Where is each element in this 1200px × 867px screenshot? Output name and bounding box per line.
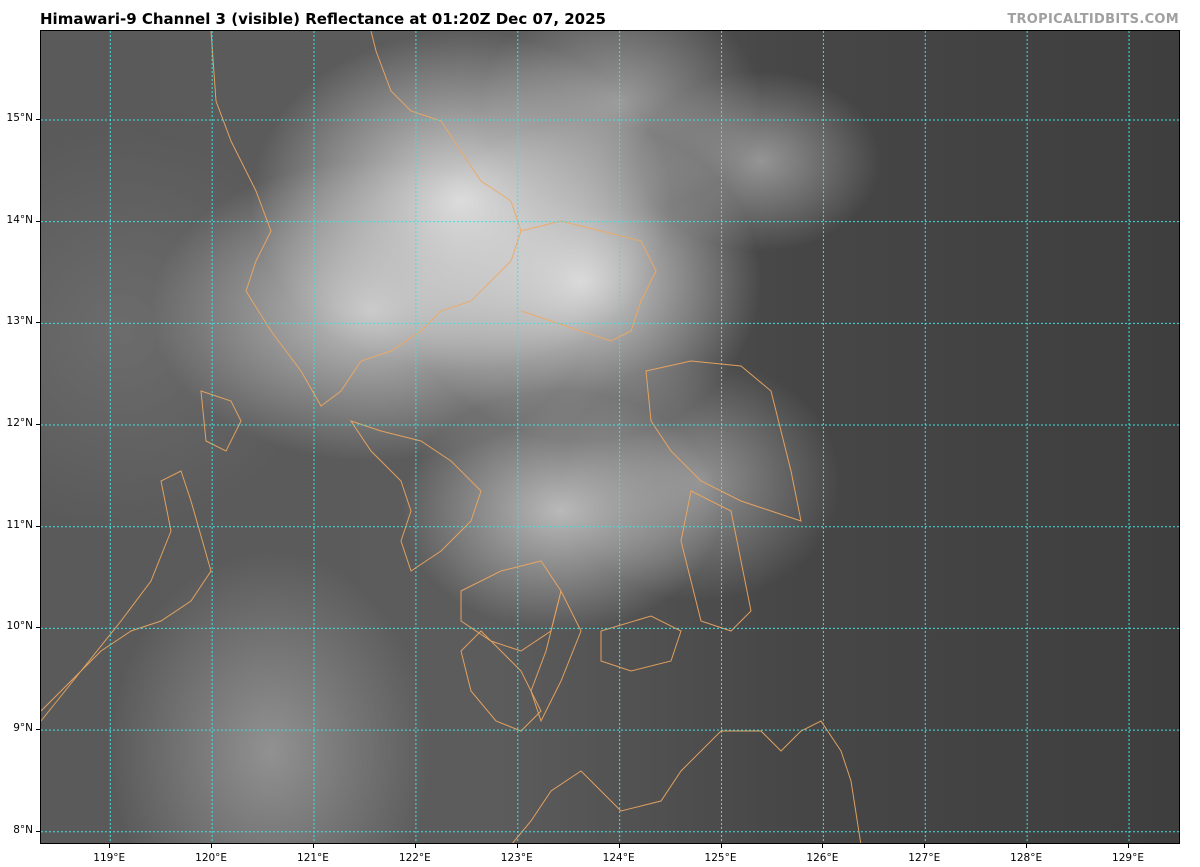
lon-tick-label: 124°E: [602, 852, 635, 864]
lon-tick-mark: [109, 844, 111, 848]
lon-tick-label: 123°E: [500, 852, 533, 864]
lat-tick-label: 9°N: [13, 722, 33, 735]
coastline-mindoro-west: [200, 390, 242, 452]
lon-tick-label: 119°E: [93, 852, 126, 864]
coastline-cebu: [530, 589, 582, 723]
lon-tick-mark: [414, 844, 416, 848]
lat-tick-mark: [36, 830, 40, 832]
coastline-bicol: [520, 220, 657, 342]
lon-tick-label: 127°E: [908, 852, 941, 864]
coastline-panay: [460, 560, 562, 652]
graticule: [41, 31, 1179, 843]
lon-tick-label: 129°E: [1112, 852, 1144, 864]
coastline-leyte: [680, 490, 752, 632]
lat-tick-label: 10°N: [6, 620, 33, 633]
map-overlay: [41, 31, 1179, 843]
lon-tick-mark: [822, 844, 824, 848]
lat-tick-label: 11°N: [6, 518, 33, 531]
map-title: Himawari-9 Channel 3 (visible) Reflectan…: [40, 10, 606, 28]
lon-tick-label: 120°E: [195, 852, 228, 864]
lon-tick-mark: [924, 844, 926, 848]
coastline-samar: [645, 360, 802, 522]
lat-tick-label: 15°N: [6, 111, 33, 124]
lon-tick-label: 128°E: [1010, 852, 1043, 864]
lon-tick-mark: [1026, 844, 1028, 848]
lat-tick-mark: [36, 118, 40, 120]
coastline-luzon: [210, 31, 522, 407]
lat-tick-mark: [36, 729, 40, 731]
lon-tick-label: 126°E: [806, 852, 839, 864]
lat-tick-mark: [36, 322, 40, 324]
coastline-bohol: [600, 615, 682, 672]
lat-tick-mark: [36, 627, 40, 629]
coastline-negros: [460, 630, 542, 732]
lon-tick-mark: [211, 844, 213, 848]
lat-tick-mark: [36, 220, 40, 222]
source-credit: TROPICALTIDBITS.COM: [1007, 12, 1179, 27]
lon-tick-mark: [313, 844, 315, 848]
lat-tick-label: 8°N: [13, 823, 33, 836]
lat-tick-label: 14°N: [6, 213, 33, 226]
lon-tick-mark: [1128, 844, 1130, 848]
coastline-mindoro: [349, 420, 482, 572]
lon-tick-label: 122°E: [398, 852, 431, 864]
lat-tick-mark: [36, 525, 40, 527]
lon-tick-mark: [618, 844, 620, 848]
coastline-mindanao: [512, 720, 862, 843]
coastlines: [41, 31, 862, 843]
lat-tick-mark: [36, 424, 40, 426]
lat-tick-label: 13°N: [6, 315, 33, 328]
coastline-palawan: [41, 470, 212, 722]
lon-tick-mark: [720, 844, 722, 848]
satellite-map: [40, 30, 1180, 844]
lon-tick-label: 125°E: [704, 852, 737, 864]
lon-tick-mark: [516, 844, 518, 848]
lat-tick-label: 12°N: [6, 417, 33, 430]
lon-tick-label: 121°E: [297, 852, 329, 864]
